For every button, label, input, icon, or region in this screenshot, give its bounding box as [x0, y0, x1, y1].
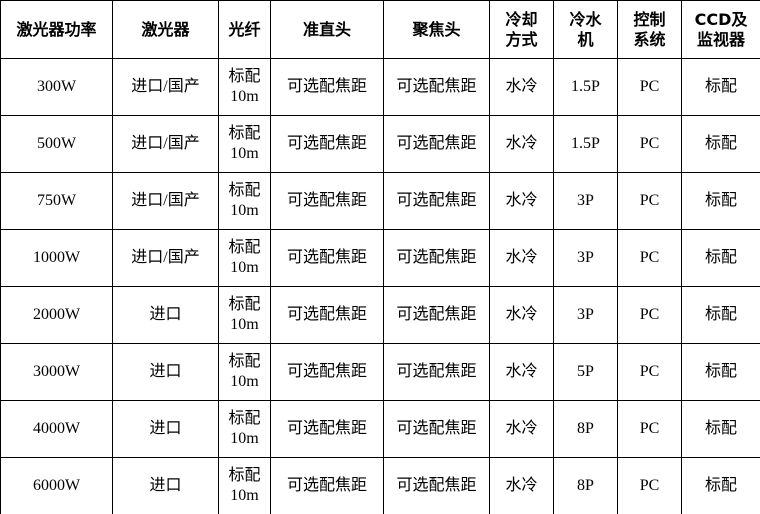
table-cell: 标配 [681, 58, 760, 116]
table-cell: PC [617, 400, 682, 458]
table-cell: 进口 [112, 457, 219, 514]
table-cell: PC [617, 343, 682, 401]
table-cell: 标配10m [218, 229, 271, 287]
table-cell: 进口/国产 [112, 229, 219, 287]
table-cell: 标配10m [218, 286, 271, 344]
table-cell: 水冷 [489, 115, 554, 173]
table-cell: 可选配焦距 [383, 58, 490, 116]
header-cell: 冷水机 [553, 0, 618, 59]
table-cell: 6000W [0, 457, 113, 514]
table-cell: 500W [0, 115, 113, 173]
table-cell: 标配10m [218, 58, 271, 116]
header-row: 激光器功率 激光器 光纤 准直头 聚焦头 冷却方式 冷水机 控制系统 CCD及监视器 [0, 0, 760, 59]
table-cell: 水冷 [489, 343, 554, 401]
table-cell: 水冷 [489, 172, 554, 230]
table-row: 2000W 进口 标配10m 可选配焦距 可选配焦距 水冷 3P PC 标配 [0, 286, 760, 344]
table-cell: 水冷 [489, 400, 554, 458]
table-cell: 1.5P [553, 115, 618, 173]
header-cell: 冷却方式 [489, 0, 554, 59]
table-cell: 进口/国产 [112, 172, 219, 230]
table-row: 500W 进口/国产 标配10m 可选配焦距 可选配焦距 水冷 1.5P PC 标配 [0, 115, 760, 173]
table-cell: 标配 [681, 343, 760, 401]
table-cell: 300W [0, 58, 113, 116]
table-cell: 标配10m [218, 457, 271, 514]
table-cell: 可选配焦距 [383, 286, 490, 344]
table-row: 300W 进口/国产 标配10m 可选配焦距 可选配焦距 水冷 1.5P PC 标配 [0, 58, 760, 116]
table-cell: 可选配焦距 [383, 343, 490, 401]
table-cell: 750W [0, 172, 113, 230]
table-cell: 标配10m [218, 400, 271, 458]
table-cell: 标配10m [218, 172, 271, 230]
table-cell: 水冷 [489, 58, 554, 116]
table-row: 3000W 进口 标配10m 可选配焦距 可选配焦距 水冷 5P PC 标配 [0, 343, 760, 401]
table-row: 750W 进口/国产 标配10m 可选配焦距 可选配焦距 水冷 3P PC 标配 [0, 172, 760, 230]
header-cell: 激光器功率 [0, 0, 113, 59]
table-cell: 3P [553, 286, 618, 344]
table-cell: 可选配焦距 [270, 457, 384, 514]
table-cell: 3000W [0, 343, 113, 401]
table-cell: 标配 [681, 286, 760, 344]
table-body: 300W 进口/国产 标配10m 可选配焦距 可选配焦距 水冷 1.5P PC 标配 500W 进口… [0, 58, 760, 514]
header-cell: 控制系统 [617, 0, 682, 59]
table-cell: 标配10m [218, 343, 271, 401]
table-cell: 水冷 [489, 457, 554, 514]
table-cell: PC [617, 172, 682, 230]
table-cell: 3P [553, 229, 618, 287]
table-cell: PC [617, 286, 682, 344]
table-cell: 8P [553, 400, 618, 458]
table-cell: 可选配焦距 [383, 400, 490, 458]
header-cell: 光纤 [218, 0, 271, 59]
table-cell: 可选配焦距 [270, 229, 384, 287]
table-cell: 可选配焦距 [270, 172, 384, 230]
table-cell: 可选配焦距 [270, 58, 384, 116]
table-cell: 进口/国产 [112, 115, 219, 173]
table-cell: 可选配焦距 [383, 172, 490, 230]
table-cell: 可选配焦距 [270, 115, 384, 173]
table-cell: 水冷 [489, 286, 554, 344]
table-row: 1000W 进口/国产 标配10m 可选配焦距 可选配焦距 水冷 3P PC 标配 [0, 229, 760, 287]
table-cell: PC [617, 457, 682, 514]
table-cell: 4000W [0, 400, 113, 458]
table-cell: 进口/国产 [112, 58, 219, 116]
table-cell: 可选配焦距 [383, 457, 490, 514]
table-cell: 标配 [681, 400, 760, 458]
table-cell: 进口 [112, 343, 219, 401]
table-cell: PC [617, 229, 682, 287]
table-cell: PC [617, 58, 682, 116]
header-cell: 聚焦头 [383, 0, 490, 59]
table-cell: 标配10m [218, 115, 271, 173]
table-cell: PC [617, 115, 682, 173]
table-cell: 8P [553, 457, 618, 514]
table-row: 6000W 进口 标配10m 可选配焦距 可选配焦距 水冷 8P PC 标配 [0, 457, 760, 514]
table-cell: 标配 [681, 229, 760, 287]
table-cell: 可选配焦距 [270, 400, 384, 458]
table-cell: 水冷 [489, 229, 554, 287]
header-cell: 准直头 [270, 0, 384, 59]
table-row: 4000W 进口 标配10m 可选配焦距 可选配焦距 水冷 8P PC 标配 [0, 400, 760, 458]
table-cell: 1.5P [553, 58, 618, 116]
table-cell: 标配 [681, 457, 760, 514]
table-cell: 1000W [0, 229, 113, 287]
table-cell: 3P [553, 172, 618, 230]
table-cell: 进口 [112, 286, 219, 344]
header-cell: 激光器 [112, 0, 219, 59]
header-cell: CCD及监视器 [681, 0, 760, 59]
table-cell: 进口 [112, 400, 219, 458]
table-cell: 标配 [681, 115, 760, 173]
table-cell: 标配 [681, 172, 760, 230]
table-cell: 可选配焦距 [383, 229, 490, 287]
table-cell: 可选配焦距 [270, 343, 384, 401]
table-cell: 可选配焦距 [383, 115, 490, 173]
table-cell: 2000W [0, 286, 113, 344]
table-cell: 可选配焦距 [270, 286, 384, 344]
table-cell: 5P [553, 343, 618, 401]
